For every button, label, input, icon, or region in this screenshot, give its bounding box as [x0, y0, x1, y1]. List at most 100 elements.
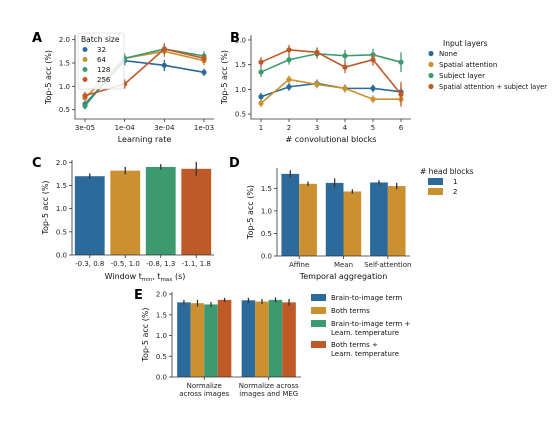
- x-axis-label-part: (s): [172, 272, 185, 281]
- data-point: [370, 57, 376, 63]
- series-1: [281, 170, 388, 256]
- x-tick-label: 1e-03: [194, 124, 214, 132]
- x-tick-label: across images: [179, 390, 229, 398]
- data-point: [201, 55, 207, 61]
- y-axis-label: Top-5 acc (%): [220, 50, 229, 105]
- bar: [282, 302, 296, 377]
- series-256: [82, 44, 207, 100]
- panel-label: E: [134, 288, 143, 303]
- data-point: [398, 91, 404, 97]
- data-point: [258, 100, 264, 106]
- legend-swatch: [428, 188, 443, 195]
- x-tick-label: 1e-04: [115, 124, 136, 132]
- bar: [181, 168, 212, 255]
- axis-lines: [276, 168, 410, 257]
- legend-label: Spatial attention: [439, 61, 497, 69]
- legend-swatch: [311, 307, 326, 314]
- panel-b: B 0.5 1.0 1.5 2.0 Top-5 acc (%) 1 2 3 4 5 6 # convol…: [220, 31, 547, 144]
- series-2: [299, 181, 406, 256]
- axis-lines: [250, 35, 411, 120]
- x-tick-label: Self-attention: [364, 261, 411, 269]
- x-tick-label: Normalize across: [239, 382, 299, 390]
- legend-label: Both terms: [331, 307, 370, 315]
- y-tick-label: 1.0: [56, 205, 67, 213]
- x-axis-label: # convolutional blocks: [286, 135, 377, 144]
- legend-swatch: [311, 320, 326, 327]
- bar: [387, 186, 406, 256]
- x-tick-label: -1.1, 1.8: [182, 260, 211, 268]
- y-tick-label: 0.5: [261, 230, 272, 238]
- y-tick-label: 1.5: [235, 61, 246, 69]
- bar: [281, 173, 300, 256]
- data-point: [258, 69, 264, 75]
- bar: [325, 182, 344, 256]
- y-tick-label: 1.0: [59, 83, 70, 91]
- bar: [217, 299, 232, 377]
- series-spatial-attention-subject-layer: [258, 44, 404, 107]
- x-tick-label: 1: [259, 124, 263, 132]
- data-point: [161, 46, 167, 52]
- legend-marker: [428, 72, 434, 79]
- series-line: [260, 78, 401, 104]
- bar: [204, 304, 218, 377]
- series-brain-to-image-term: [177, 297, 256, 377]
- y-axis-label: Top-5 acc (%): [141, 307, 150, 362]
- series-line: [260, 49, 402, 95]
- data-point: [286, 84, 292, 90]
- x-tick-label: images and MEG: [239, 390, 298, 398]
- x-axis-label-part: , t: [152, 272, 160, 281]
- data-point: [82, 93, 88, 99]
- legend-label: Brain-to-image term +: [331, 320, 410, 328]
- legend-label: 2: [453, 188, 457, 196]
- data-point: [398, 59, 404, 65]
- legend-label: Both terms +: [331, 341, 378, 349]
- series-spatial-attention: [258, 75, 404, 108]
- series-both-terms: [190, 299, 269, 377]
- legend-label: Spatial attention + subject layer: [439, 83, 547, 91]
- legend-marker: [82, 77, 88, 82]
- legend-title: # head blocks: [420, 167, 474, 176]
- x-tick-label: 3e-05: [75, 124, 95, 132]
- data-point: [314, 81, 320, 88]
- legend-label: Learn. temperature: [331, 350, 399, 358]
- legend-title: Input layers: [443, 39, 488, 48]
- series-line: [260, 52, 402, 73]
- y-tick-label: 2.0: [59, 36, 70, 44]
- y-tick-label: 2.0: [156, 291, 167, 299]
- legend-label: 32: [97, 46, 106, 54]
- bar: [145, 166, 176, 255]
- legend-swatch: [311, 341, 326, 348]
- legend-label: Brain-to-image term: [331, 294, 402, 302]
- y-axis-label: Top-5 acc (%): [246, 185, 255, 240]
- legend-swatch: [311, 294, 326, 301]
- legend-title: Batch size: [81, 35, 120, 44]
- legend-d: # head blocks 1 2: [420, 167, 474, 196]
- data-point: [370, 96, 376, 102]
- x-axis-label: Temporal aggregation: [299, 272, 388, 281]
- legend-label: 1: [453, 178, 457, 186]
- data-point: [201, 69, 207, 75]
- bar: [268, 299, 283, 377]
- data-point: [258, 94, 264, 100]
- data-point: [286, 76, 292, 83]
- y-tick-label: 1.5: [59, 60, 70, 68]
- x-tick-label: 3: [315, 124, 319, 132]
- y-tick-label: 2.0: [235, 36, 246, 44]
- axis-lines: [171, 292, 301, 378]
- x-tick-label: Affine: [289, 261, 309, 269]
- x-tick-label: -0.8, 1.3: [146, 260, 175, 268]
- legend-label: 256: [97, 76, 111, 84]
- x-tick-label: -0.3, 0.8: [75, 260, 104, 268]
- y-tick-label: 0.0: [56, 252, 67, 260]
- data-point: [286, 57, 292, 63]
- x-tick-label: Mean: [334, 261, 353, 269]
- bar: [255, 301, 269, 377]
- legend-marker: [428, 50, 434, 57]
- series-both-terms-learn-temperature: [217, 297, 296, 377]
- x-axis-label-part: min: [142, 277, 153, 283]
- data-point: [161, 62, 167, 68]
- panel-label: B: [230, 31, 240, 46]
- y-tick-label: 0.5: [59, 106, 70, 114]
- x-axis-label-part: max: [160, 277, 173, 283]
